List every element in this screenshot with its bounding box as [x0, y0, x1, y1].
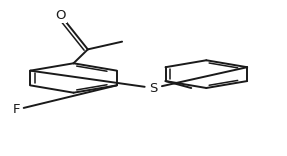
Text: S: S: [149, 82, 158, 95]
Text: O: O: [55, 9, 66, 22]
Text: F: F: [13, 103, 20, 116]
